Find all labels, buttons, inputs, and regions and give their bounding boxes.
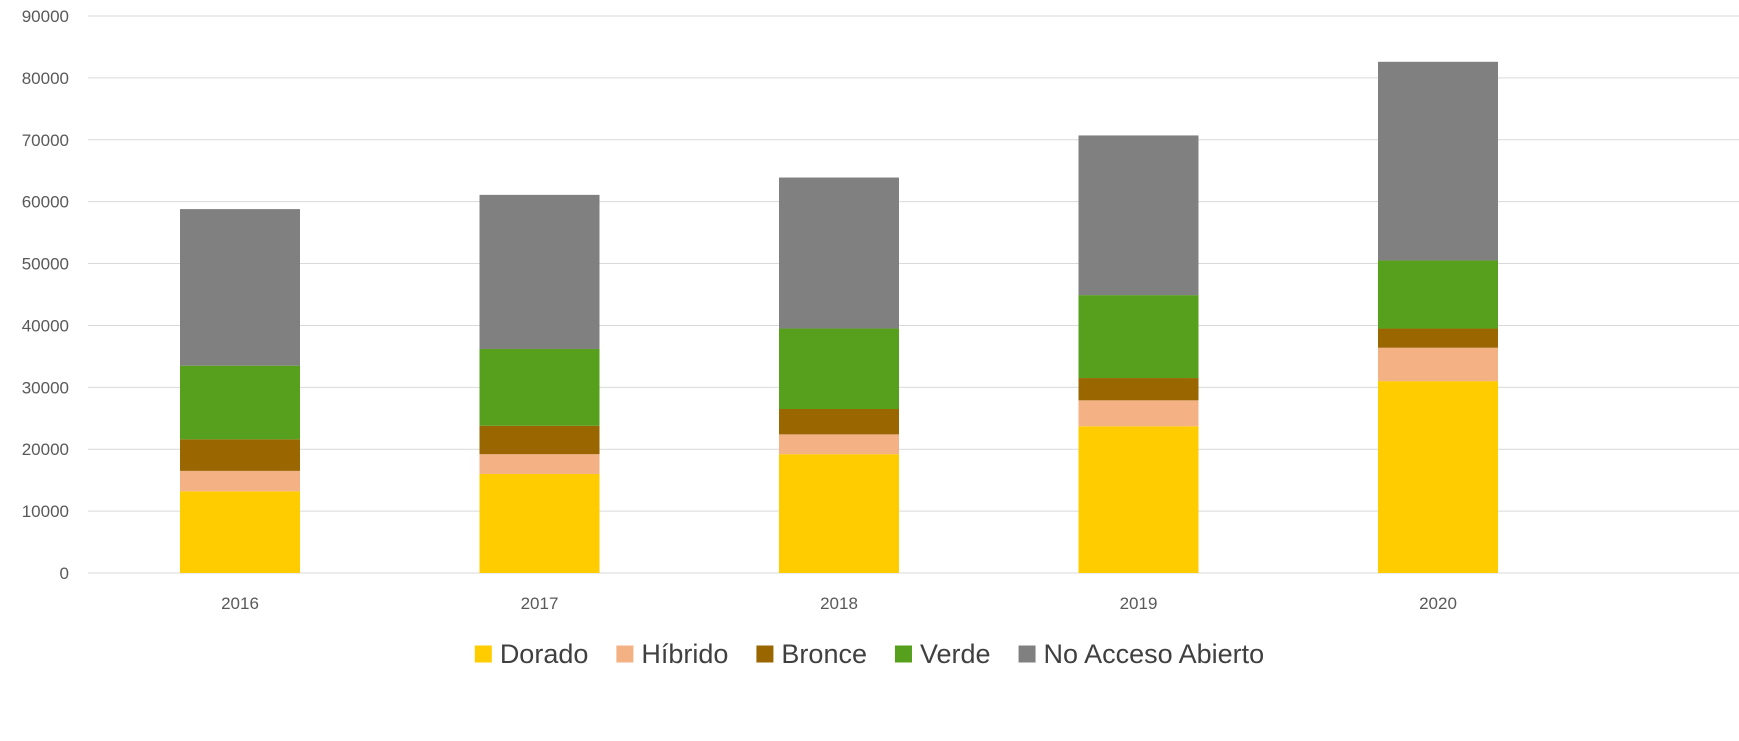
bar-segment-h-brido-2016 (180, 470, 300, 492)
bar-segment-no-acceso-abierto-2018 (779, 177, 899, 329)
y-tick-label: 10000 (22, 502, 69, 521)
bar-segment-h-brido-2019 (1078, 400, 1199, 427)
bar-segment-bronce-2016 (180, 439, 300, 471)
legend-label-h-brido: Híbrido (641, 639, 728, 669)
bar-segment-verde-2018 (779, 328, 899, 409)
bar-segment-no-acceso-abierto-2020 (1378, 61, 1498, 261)
legend-swatch-bronce (756, 645, 774, 663)
legend: Dorado Híbrido Bronce Verde No Acceso Abiert… (474, 639, 1265, 669)
bar-segment-dorado-2018 (779, 454, 899, 573)
bar-segment-verde-2020 (1378, 260, 1498, 329)
y-tick-label: 30000 (22, 378, 69, 397)
x-tick-label: 2017 (521, 594, 559, 613)
bar-segment-dorado-2016 (180, 491, 300, 573)
bar-segment-dorado-2019 (1078, 426, 1199, 573)
bar-segment-dorado-2020 (1378, 381, 1498, 573)
bar-segment-bronce-2019 (1078, 378, 1199, 401)
bar-segment-no-acceso-abierto-2016 (180, 209, 300, 366)
x-tick-label: 2019 (1120, 594, 1158, 613)
y-axis: 0 10000 20000 30000 40000 50000 60000 70000 8000… (22, 7, 69, 583)
y-tick-label: 90000 (22, 7, 69, 26)
bar-segment-h-brido-2018 (779, 434, 899, 455)
legend-label-bronce: Bronce (781, 639, 867, 669)
y-tick-label: 70000 (22, 131, 69, 150)
bar-segment-verde-2017 (479, 348, 600, 426)
bar-segment-no-acceso-abierto-2017 (479, 194, 600, 349)
legend-label-no-acceso-abierto: No Acceso Abierto (1044, 639, 1265, 669)
grid-layer (88, 15, 1739, 574)
bar-segment-verde-2019 (1078, 295, 1199, 379)
bar-segment-no-acceso-abierto-2019 (1078, 135, 1199, 296)
y-tick-label: 60000 (22, 193, 69, 212)
bar-segment-verde-2016 (180, 365, 300, 440)
bar-segment-dorado-2017 (479, 473, 600, 573)
y-tick-label: 0 (60, 564, 69, 583)
legend-swatch-h-brido (616, 645, 634, 663)
legend-label-dorado: Dorado (500, 639, 589, 669)
x-tick-label: 2020 (1419, 594, 1457, 613)
bars-layer (180, 61, 1498, 573)
y-tick-label: 80000 (22, 69, 69, 88)
legend-swatch-no-acceso-abierto (1018, 645, 1036, 663)
legend-swatch-dorado (474, 645, 492, 663)
x-tick-label: 2016 (221, 594, 259, 613)
legend-label-verde: Verde (920, 639, 991, 669)
y-tick-label: 20000 (22, 440, 69, 459)
bar-segment-bronce-2017 (479, 425, 600, 455)
legend-swatch-verde (894, 645, 912, 663)
bar-segment-h-brido-2020 (1378, 347, 1498, 382)
bar-segment-h-brido-2017 (479, 454, 600, 474)
bar-segment-bronce-2018 (779, 408, 899, 435)
y-tick-label: 50000 (22, 255, 69, 274)
x-axis: 2016 2017 2018 2019 2020 (221, 594, 1457, 613)
x-tick-label: 2018 (820, 594, 858, 613)
bar-segment-bronce-2020 (1378, 328, 1498, 348)
y-tick-label: 40000 (22, 316, 69, 335)
